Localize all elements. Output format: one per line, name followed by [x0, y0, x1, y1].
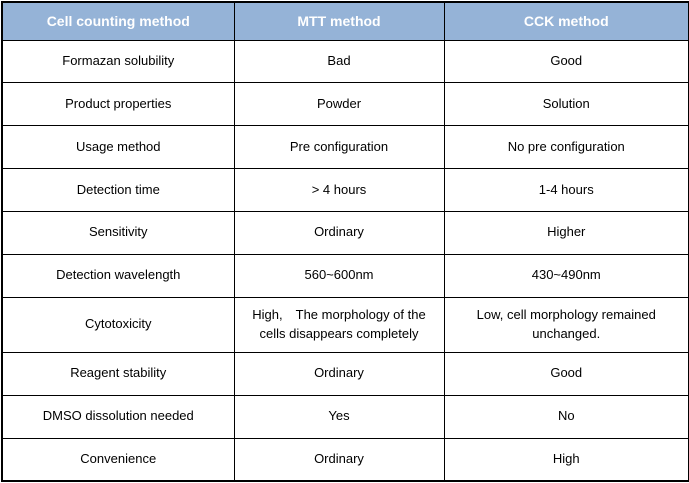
row-label: DMSO dissolution needed: [1, 394, 235, 439]
mtt-value: Pre configuration: [233, 125, 445, 170]
table-body: Formazan solubility Bad Good Product pro…: [1, 39, 689, 482]
cck-value: Good: [443, 351, 689, 396]
row-label: Convenience: [1, 437, 235, 482]
column-header-cell-counting-method: Cell counting method: [1, 1, 235, 41]
mtt-value: Ordinary: [233, 437, 445, 482]
cck-value: Good: [443, 39, 689, 84]
mtt-value: > 4 hours: [233, 168, 445, 212]
cck-value: High: [443, 437, 689, 482]
row-label: Reagent stability: [1, 351, 235, 396]
row-label: Detection wavelength: [1, 253, 235, 298]
mtt-value: Powder: [233, 82, 445, 127]
column-header-cck-method: CCK method: [443, 1, 689, 41]
mtt-value: Bad: [233, 39, 445, 84]
cck-value: 430~490nm: [443, 253, 689, 298]
table-header: Cell counting method MTT method CCK meth…: [1, 1, 689, 41]
column-header-mtt-method: MTT method: [233, 1, 445, 41]
table-row-sensitivity: Sensitivity Ordinary Higher: [1, 210, 689, 255]
row-label: Formazan solubility: [1, 39, 235, 84]
cck-value: No pre configuration: [443, 125, 689, 170]
table-row-convenience: Convenience Ordinary High: [1, 437, 689, 482]
cck-value: No: [443, 394, 689, 439]
row-label: Sensitivity: [1, 210, 235, 255]
mtt-value: Ordinary: [233, 210, 445, 255]
mtt-value: High, The morphology of the cells disapp…: [233, 296, 445, 353]
table-row-dmso-dissolution-needed: DMSO dissolution needed Yes No: [1, 394, 689, 439]
cck-value: Low, cell morphology remained unchanged.: [443, 296, 689, 353]
table-row-detection-wavelength: Detection wavelength 560~600nm 430~490nm: [1, 253, 689, 298]
header-row: Cell counting method MTT method CCK meth…: [1, 1, 689, 41]
row-label: Detection time: [1, 168, 235, 212]
mtt-value: 560~600nm: [233, 253, 445, 298]
row-label: Cytotoxicity: [1, 296, 235, 353]
row-label: Product properties: [1, 82, 235, 127]
cck-value: 1-4 hours: [443, 168, 689, 212]
table-row-cytotoxicity: Cytotoxicity High, The morphology of the…: [1, 296, 689, 353]
table-row-usage-method: Usage method Pre configuration No pre co…: [1, 125, 689, 170]
table-row-product-properties: Product properties Powder Solution: [1, 82, 689, 127]
mtt-value: Yes: [233, 394, 445, 439]
mtt-value: Ordinary: [233, 351, 445, 396]
table-row-formazan-solubility: Formazan solubility Bad Good: [1, 39, 689, 84]
table-row-reagent-stability: Reagent stability Ordinary Good: [1, 351, 689, 396]
cck-value: Higher: [443, 210, 689, 255]
cck-value: Solution: [443, 82, 689, 127]
row-label: Usage method: [1, 125, 235, 170]
table-row-detection-time: Detection time > 4 hours 1-4 hours: [1, 168, 689, 212]
